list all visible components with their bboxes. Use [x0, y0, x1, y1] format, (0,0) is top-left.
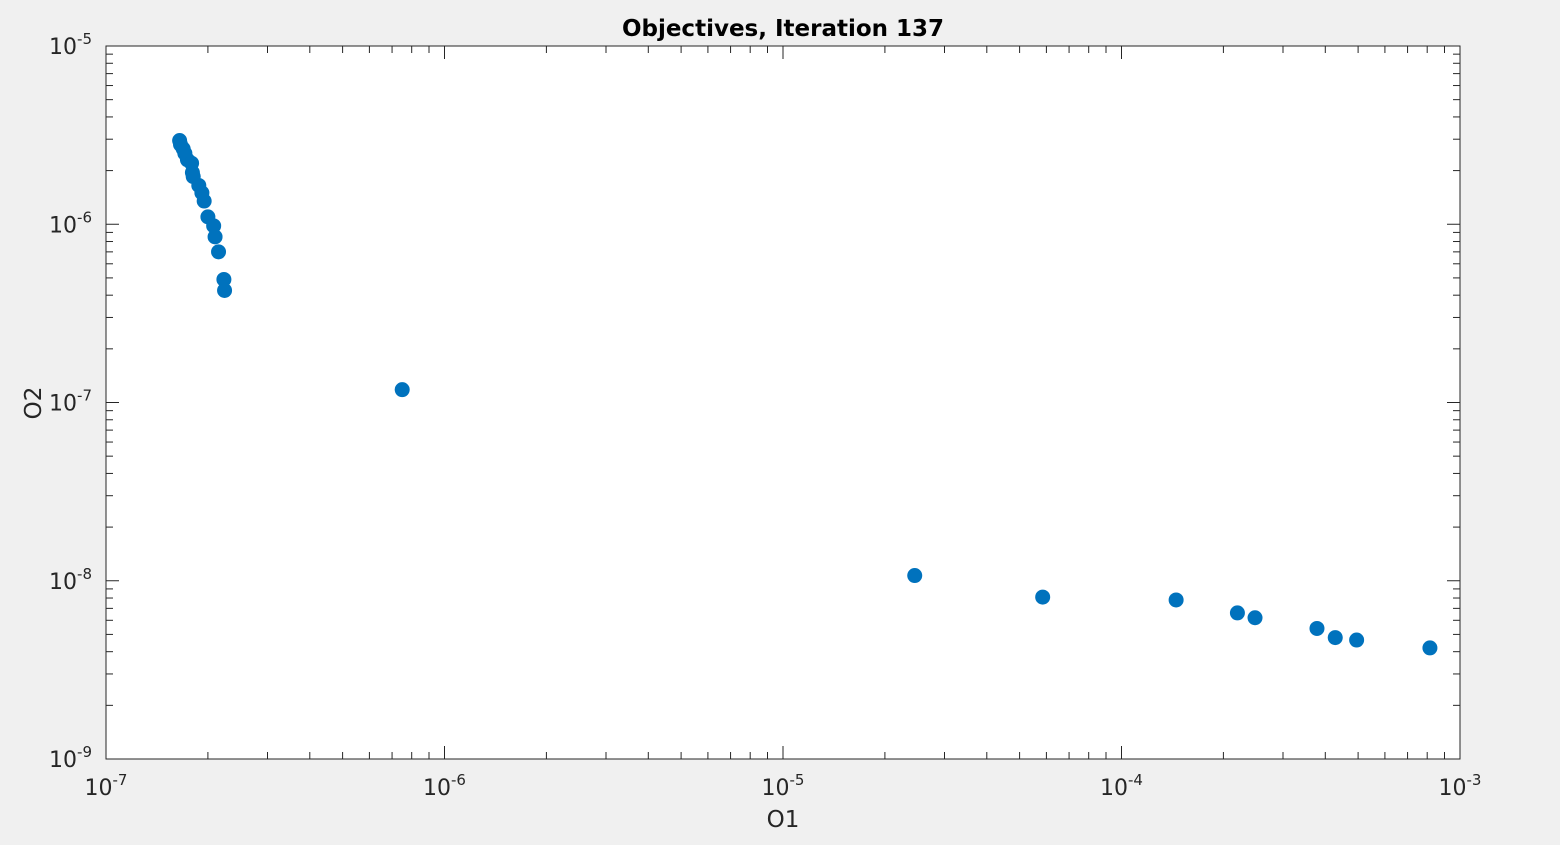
- axes-background: [106, 46, 1460, 759]
- scatter-point: [206, 218, 222, 234]
- scatter-points: [172, 133, 1438, 656]
- scatter-point: [1422, 640, 1438, 656]
- y-tick-label: 10-8: [49, 565, 92, 595]
- scatter-point: [1247, 610, 1263, 626]
- scatter-point: [217, 282, 233, 298]
- y-axis-label: O2: [21, 387, 47, 420]
- scatter-point: [211, 244, 227, 260]
- scatter-point: [1349, 632, 1365, 648]
- x-tick-label: 10-6: [423, 771, 466, 801]
- scatter-point: [1309, 620, 1325, 636]
- x-tick-label: 10-7: [85, 771, 128, 801]
- scatter-point: [216, 271, 232, 287]
- x-tick-label: 10-3: [1439, 771, 1482, 801]
- scatter-point: [907, 568, 923, 584]
- y-tick-label: 10-5: [49, 30, 92, 60]
- scatter-point: [1168, 592, 1184, 608]
- scatter-point: [1035, 589, 1051, 605]
- chart-title: Objectives, Iteration 137: [622, 16, 944, 42]
- y-tick-label: 10-9: [49, 743, 92, 773]
- scatter-point: [1327, 630, 1343, 646]
- x-tick-label: 10-5: [762, 771, 805, 801]
- y-tick-label: 10-6: [49, 208, 92, 238]
- scatter-point: [1229, 605, 1245, 621]
- x-tick-label: 10-4: [1100, 771, 1143, 801]
- y-tick-labels: 10-9 10-8 10-7 10-6 10-5: [49, 30, 92, 773]
- y-tick-label: 10-7: [49, 387, 92, 417]
- x-tick-labels: 10-7 10-6 10-5 10-4 10-3: [85, 771, 1482, 801]
- x-axis-label: O1: [767, 807, 800, 833]
- scatter-point: [196, 193, 212, 209]
- scatter-point: [207, 229, 223, 245]
- scatter-point: [394, 382, 410, 398]
- minor-ticks: [106, 46, 1460, 759]
- axes-box: [105, 45, 1461, 760]
